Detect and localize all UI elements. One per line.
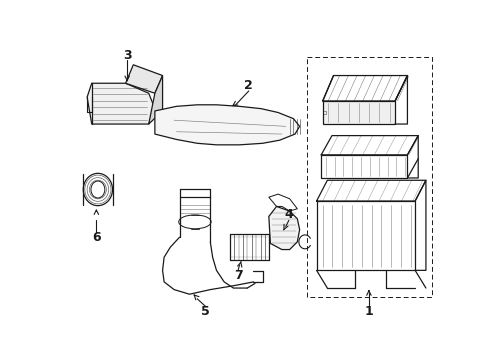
Polygon shape (87, 83, 155, 124)
Polygon shape (125, 65, 163, 93)
Polygon shape (323, 101, 395, 124)
Polygon shape (269, 206, 300, 249)
Text: 7: 7 (234, 269, 243, 282)
Text: 4: 4 (285, 208, 293, 221)
Polygon shape (149, 76, 163, 124)
Text: 6: 6 (92, 231, 100, 244)
Text: 1: 1 (365, 305, 373, 318)
Text: 2: 2 (245, 79, 253, 92)
Text: 3: 3 (123, 49, 131, 62)
Bar (307, 57, 432, 297)
Polygon shape (155, 105, 300, 145)
Text: 5: 5 (201, 305, 210, 318)
